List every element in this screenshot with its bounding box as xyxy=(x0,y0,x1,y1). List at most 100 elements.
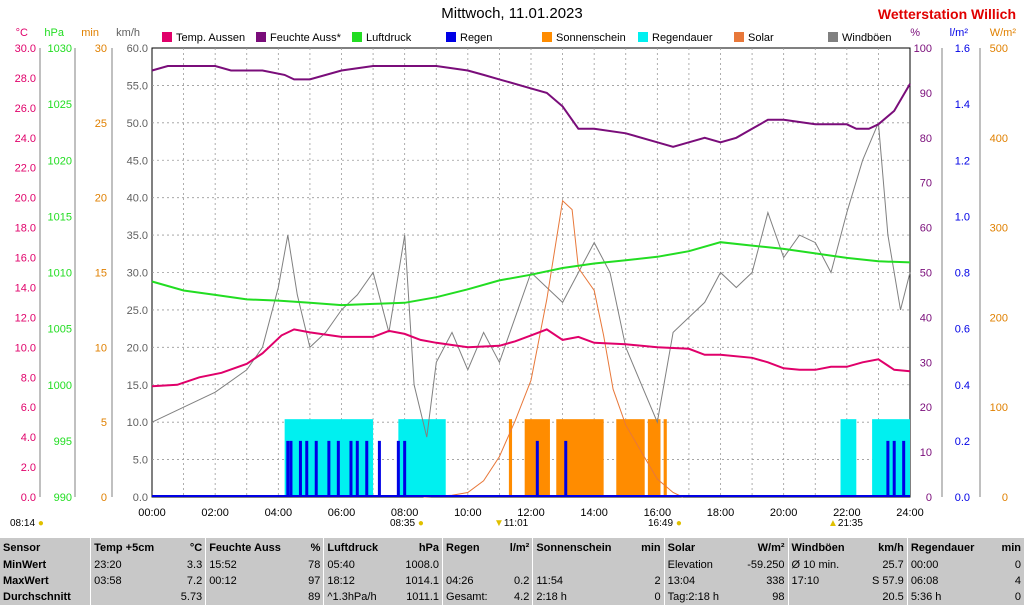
stats-cell-note: 13:04 xyxy=(663,573,735,589)
axis-rain-unit: l/m² xyxy=(950,27,969,39)
axis-wind-tick: 5.0 xyxy=(133,455,148,467)
axis-hum-tick: 50 xyxy=(920,268,932,280)
stats-header-temp: Temp +5cm xyxy=(90,538,172,557)
axis-solar-tick: 500 xyxy=(990,43,1008,55)
stats-cell-note: 03:58 xyxy=(90,573,172,589)
rain-duration-bar xyxy=(840,419,857,497)
axis-hum-tick: 80 xyxy=(920,133,932,145)
time-tick: 22:00 xyxy=(833,507,861,519)
stats-cell-note: Tag:2:18 h xyxy=(663,589,735,605)
sunshine-bar xyxy=(647,419,661,497)
rain-bar xyxy=(336,440,340,497)
axis-temp-tick: 24.0 xyxy=(15,133,36,145)
axis-wind-tick: 25.0 xyxy=(127,305,148,317)
axis-hum-unit: % xyxy=(910,27,920,39)
stats-row: MinWert 23:20 3.3 15:52 78 05:40 1008.0 Elevati… xyxy=(0,557,1024,573)
rain-bar xyxy=(886,440,890,497)
time-tick: 12:00 xyxy=(517,507,545,519)
time-tick: 00:00 xyxy=(138,507,166,519)
sunshine-bar xyxy=(556,419,604,497)
stats-cell-note xyxy=(787,589,861,605)
solar-line xyxy=(423,199,683,498)
axis-rain-tick: 1.4 xyxy=(955,99,970,111)
axis-wind-tick: 0.0 xyxy=(133,492,148,504)
humidity-line xyxy=(151,65,911,148)
stats-cell-note: 06:08 xyxy=(906,573,993,589)
time-tick: 02:00 xyxy=(201,507,229,519)
stats-cell-value: 1014.1 xyxy=(405,575,440,587)
stats-cell-note: 04:26 xyxy=(442,573,502,589)
stats-cell-note: 17:10 xyxy=(787,573,861,589)
legend-swatch xyxy=(162,32,172,42)
legend-label: Solar xyxy=(748,32,774,44)
stats-cell-note: 15:52 xyxy=(205,557,302,573)
stats-cell-value: 20.5 xyxy=(882,591,904,603)
stats-cell-value: 0.2 xyxy=(514,575,530,587)
axis-press-tick: 995 xyxy=(54,436,72,448)
axis-press-tick: 1015 xyxy=(48,211,72,223)
legend-swatch xyxy=(638,32,648,42)
stats-cell-note: 00:00 xyxy=(906,557,993,573)
axis-wind-unit: km/h xyxy=(116,27,140,39)
stats-header-pressure: Luftdruck xyxy=(323,538,394,557)
axis-rain-tick: 1.0 xyxy=(955,211,970,223)
axis-solar-tick: 300 xyxy=(990,223,1008,235)
rain-bar xyxy=(289,440,293,497)
sunset-icon: ● xyxy=(675,518,682,529)
stats-cell-note: Gesamt: xyxy=(442,589,502,605)
axis-rain-tick: 0.6 xyxy=(955,324,970,336)
rain-bar xyxy=(349,440,353,497)
axis-temp-tick: 16.0 xyxy=(15,253,36,265)
axis-min-tick: 20 xyxy=(95,193,107,205)
stats-cell-value: 78 xyxy=(308,559,321,571)
stats-cell-note: 00:12 xyxy=(205,573,302,589)
stats-cell-note: 23:20 xyxy=(90,557,172,573)
sunrise-icon: ● xyxy=(417,518,424,529)
axis-press-tick: 1005 xyxy=(48,324,72,336)
axis-temp-tick: 22.0 xyxy=(15,163,36,175)
weather-chart: 0.0 2.0 4.0 6.0 8.0 10.0 12.0 14.0 16.0 18.0 20.0 2… xyxy=(15,27,1017,519)
rain-bar xyxy=(298,440,302,497)
legend-label: Regendauer xyxy=(652,32,713,44)
stats-cell-note: Elevation xyxy=(663,557,735,573)
stats-header-sunshine-unit: min xyxy=(641,541,661,554)
stats-header-temp-unit: °C xyxy=(189,541,203,554)
axis-press-unit: hPa xyxy=(44,27,64,39)
stats-header-humidity-unit: % xyxy=(310,541,321,554)
stats-cell-note: Ø 10 min. xyxy=(787,557,861,573)
time-tick: 20:00 xyxy=(770,507,798,519)
axis-rain-tick: 0.4 xyxy=(955,380,970,392)
axis-temp-tick: 4.0 xyxy=(21,432,36,444)
stats-cell-value: 338 xyxy=(766,575,785,587)
marker-left-time: 08:14 ● xyxy=(10,518,44,529)
stats-cell-note: 18:12 xyxy=(323,573,394,589)
axis-temp-tick: 10.0 xyxy=(15,342,36,354)
time-tick: 16:00 xyxy=(644,507,672,519)
axis-hum-tick: 40 xyxy=(920,312,932,324)
axis-wind-tick: 35.0 xyxy=(127,230,148,242)
stats-cell-value: 1008.0 xyxy=(405,559,440,571)
time-tick: 04:00 xyxy=(265,507,293,519)
axis-temp-tick: 28.0 xyxy=(15,73,36,85)
stats-header-sunshine: Sonnenschein xyxy=(532,538,633,557)
axis-temp-tick: 2.0 xyxy=(21,462,36,474)
axis-temp-unit: °C xyxy=(16,27,28,39)
axis-press-tick: 1020 xyxy=(48,155,72,167)
legend-label: Feuchte Auss* xyxy=(270,32,342,44)
stats-cell-note xyxy=(90,589,172,605)
time-tick: 08:00 xyxy=(391,507,419,519)
stats-cell-value: 98 xyxy=(772,591,785,603)
axis-press-tick: 1010 xyxy=(48,268,72,280)
axis-min-tick: 5 xyxy=(101,417,107,429)
rain-bar xyxy=(355,440,359,497)
stats-cell-note: 05:40 xyxy=(323,557,394,573)
axis-temp-tick: 14.0 xyxy=(15,282,36,294)
stats-cell-value: S 57.9 xyxy=(872,575,904,587)
stats-header-sensor: Sensor xyxy=(3,541,41,554)
axis-wind-tick: 40.0 xyxy=(127,193,148,205)
stats-cell-value: -59.250 xyxy=(747,559,785,571)
stats-header-solar: Solar xyxy=(663,538,735,557)
rain-bar xyxy=(365,440,369,497)
axis-solar-tick: 0 xyxy=(1002,492,1008,504)
noon-icon: ▼ xyxy=(494,518,504,529)
